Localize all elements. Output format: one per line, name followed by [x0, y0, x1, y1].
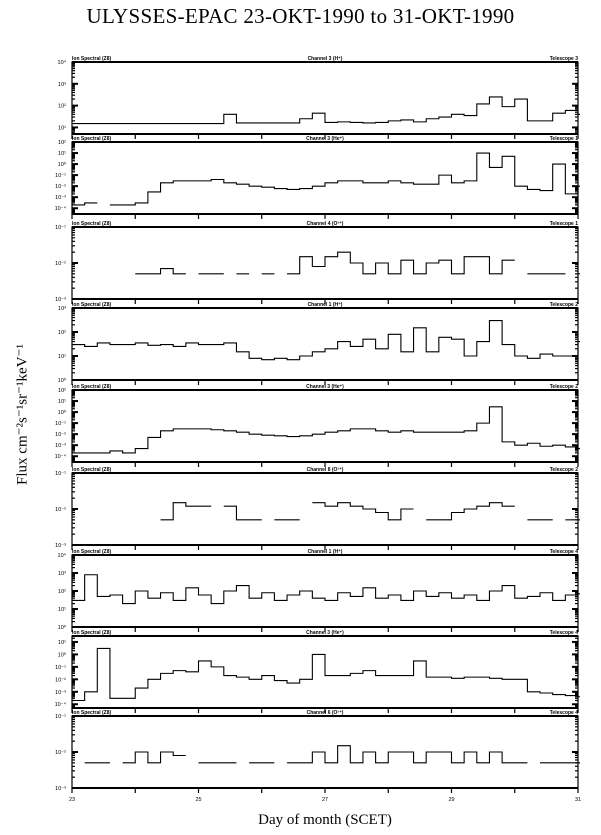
panel-channel-label: Channel 4 (O¹⁺)	[307, 221, 344, 227]
series-line	[72, 647, 580, 702]
panel-channel-label: Channel 8 (O¹⁺)	[307, 467, 344, 473]
series-line	[426, 502, 515, 521]
series-line	[160, 502, 212, 521]
series-line	[287, 251, 515, 275]
series-line	[72, 319, 580, 361]
y-tick-label: 10⁻³	[55, 297, 66, 303]
panel-telescope-label: Telescope 1	[550, 136, 578, 142]
y-tick-label: 10⁻⁴	[55, 205, 67, 212]
y-tick-label: 10⁰	[58, 377, 67, 384]
y-tick-label: 10⁻¹	[55, 173, 66, 179]
y-tick-label: 10⁻¹	[55, 665, 66, 671]
y-tick-label: 10⁻³	[55, 195, 66, 201]
y-tick-label: 10⁻³	[55, 443, 66, 449]
series-line	[312, 502, 414, 521]
y-tick-label: 10⁻¹	[55, 471, 66, 477]
panel-telescope-label: Telescope 2	[550, 302, 578, 308]
y-tick-label: 10⁴	[58, 552, 67, 559]
y-tick-label: 10⁻²	[55, 507, 66, 513]
y-tick-label: 10¹	[58, 640, 66, 646]
y-tick-label: 10²	[58, 589, 66, 595]
y-tick-label: 10¹	[58, 607, 66, 613]
y-tick-label: 10³	[58, 571, 66, 577]
panel-channel-label: Channel 3 (He⁺)	[306, 384, 344, 390]
panel-telescope-label: Telescope 4	[550, 630, 578, 636]
y-tick-label: 10⁰	[58, 651, 67, 658]
panel-telescope-label: Telescope 4	[550, 710, 578, 716]
panel-left-label: Ion Spectral (Z8)	[72, 136, 112, 142]
y-tick-label: 10⁻⁴	[55, 453, 67, 460]
y-tick-label: 10⁻⁴	[55, 701, 67, 708]
panel-channel-label: Channel 1 (H⁺)	[308, 549, 343, 555]
y-tick-label: 10⁴	[58, 59, 67, 66]
x-tick-label: 27	[322, 797, 328, 803]
y-tick-label: 10⁻³	[55, 690, 66, 696]
y-tick-label: 10²	[58, 330, 66, 336]
panel-left-label: Ion Spectral (Z8)	[72, 221, 112, 227]
series-line	[287, 745, 528, 764]
y-tick-label: 10⁻¹	[55, 714, 66, 720]
y-tick-label: 10¹	[58, 151, 66, 157]
chart-title: ULYSSES-EPAC 23-OKT-1990 to 31-OKT-1990	[86, 4, 515, 28]
series-line	[109, 152, 580, 206]
panel-left-label: Ion Spectral (Z8)	[72, 549, 112, 555]
panel-channel-label: Channel 6 (O¹⁺)	[307, 710, 344, 716]
series-line	[72, 96, 580, 125]
series-line	[122, 751, 186, 764]
y-tick-label: 10⁰	[58, 624, 67, 631]
series-line	[135, 268, 186, 275]
y-tick-label: 10⁻²	[55, 261, 66, 267]
panel-telescope-label: Telescope 3	[550, 56, 578, 62]
y-tick-label: 10⁻²	[55, 677, 66, 683]
panel-frame	[71, 472, 579, 546]
y-tick-label: 10¹	[58, 125, 66, 131]
y-tick-label: 10⁻²	[55, 432, 66, 438]
panel-left-label: Ion Spectral (Z8)	[72, 302, 112, 308]
y-tick-label: 10⁰	[58, 161, 67, 168]
panel-channel-label: Channel 3 (He⁺)	[306, 136, 344, 142]
series-line	[72, 406, 580, 454]
y-tick-label: 10²	[58, 104, 66, 110]
panel-channel-label: Channel 3 (H⁺)	[308, 56, 343, 62]
x-tick-label: 29	[448, 797, 454, 803]
y-tick-label: 10³	[58, 82, 66, 88]
y-tick-label: 10⁻¹	[55, 421, 66, 427]
y-tick-label: 10⁰	[58, 409, 67, 416]
x-tick-label: 23	[69, 797, 75, 803]
y-tick-label: 10¹	[58, 399, 66, 405]
panel-channel-label: Channel 1 (H⁺)	[308, 302, 343, 308]
panel-telescope-label: Telescope 2	[550, 467, 578, 473]
panel-channel-label: Channel 3 (He⁺)	[306, 630, 344, 636]
y-tick-label: 10⁻¹	[55, 225, 66, 231]
panel-left-label: Ion Spectral (Z8)	[72, 56, 112, 62]
panel-left-label: Ion Spectral (Z8)	[72, 710, 112, 716]
panel-telescope-label: Telescope 1	[550, 221, 578, 227]
panel-left-label: Ion Spectral (Z8)	[72, 384, 112, 390]
y-tick-label: 10⁻³	[55, 786, 66, 792]
y-tick-label: 10¹	[58, 354, 66, 360]
y-tick-label: 10²	[58, 388, 66, 394]
y-tick-label: 10³	[58, 306, 66, 312]
panel-left-label: Ion Spectral (Z8)	[72, 630, 112, 636]
series-line	[223, 505, 262, 521]
x-tick-label: 25	[195, 797, 201, 803]
y-tick-label: 10²	[58, 140, 66, 146]
x-axis-label: Day of month (SCET)	[258, 812, 392, 828]
y-tick-label: 10⁻²	[55, 750, 66, 756]
panel-telescope-label: Telescope 4	[550, 549, 578, 555]
y-tick-label: 10⁻³	[55, 543, 66, 549]
panel-telescope-label: Telescope 2	[550, 384, 578, 390]
panel-left-label: Ion Spectral (Z8)	[72, 467, 112, 473]
y-tick-label: 10⁻²	[55, 184, 66, 190]
series-line	[72, 574, 580, 605]
series-line	[72, 202, 98, 206]
x-tick-label: 31	[575, 797, 581, 803]
